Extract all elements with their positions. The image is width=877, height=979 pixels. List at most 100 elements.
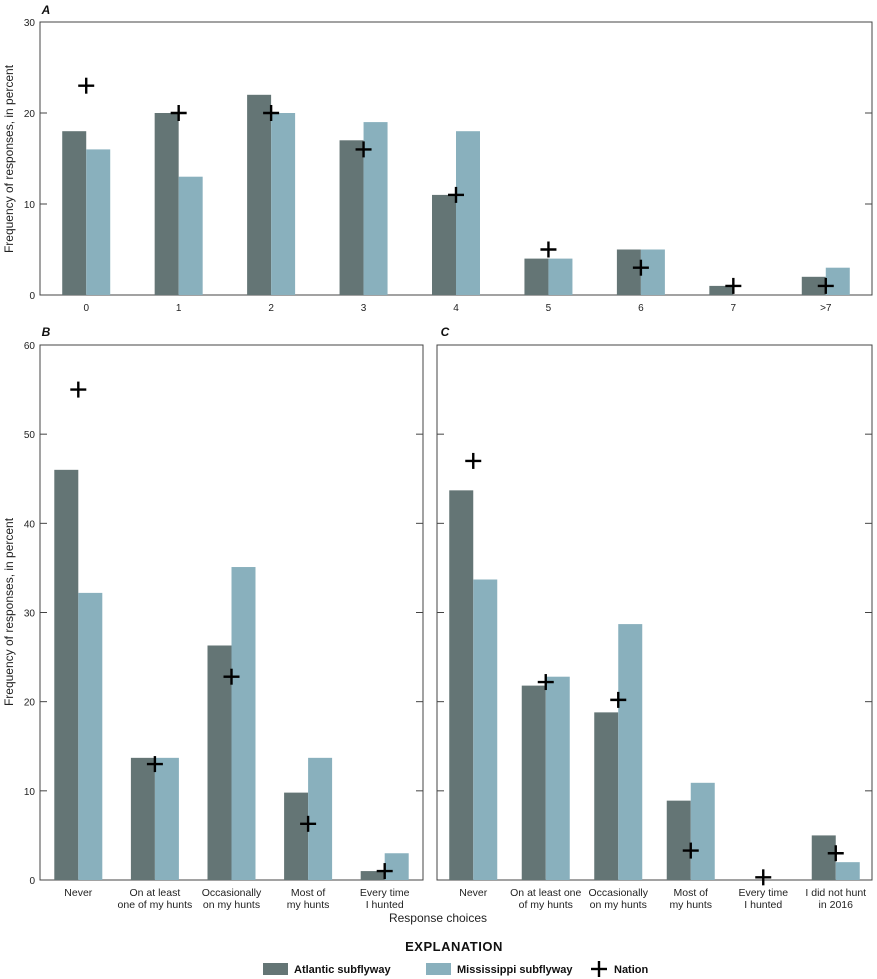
y-tick-label: 30: [24, 18, 36, 29]
bar-atlantic: [801, 276, 826, 295]
bar-atlantic: [449, 490, 474, 880]
y-tick-label: 0: [29, 876, 35, 887]
y-tick-label: 40: [24, 519, 36, 530]
bar-atlantic: [616, 249, 641, 295]
bar-mississippi: [78, 592, 103, 880]
x-tick-label: 7: [731, 303, 737, 314]
bar-mississippi: [456, 131, 480, 295]
bar-mississippi: [545, 676, 570, 880]
x-tick-label: one of my hunts: [118, 899, 193, 911]
marker-nation: [755, 869, 772, 886]
marker-nation: [632, 259, 649, 276]
bar-atlantic: [811, 835, 836, 880]
marker-nation: [376, 863, 393, 880]
bar-atlantic: [339, 140, 364, 295]
marker-nation: [70, 381, 87, 398]
y-tick-label: 20: [24, 109, 36, 120]
x-tick-label: Every time: [738, 887, 788, 899]
bar-mississippi: [618, 624, 643, 880]
x-tick-label: On at least one: [510, 887, 581, 899]
marker-nation: [540, 241, 557, 258]
bar-mississippi: [835, 862, 860, 880]
bar-mississippi: [308, 757, 333, 880]
marker-nation: [170, 105, 187, 121]
marker-nation: [465, 452, 482, 469]
x-tick-label: >7: [820, 303, 832, 314]
x-tick-label: my hunts: [287, 899, 330, 911]
y-tick-label: 10: [24, 200, 36, 211]
x-tick-label: 0: [83, 303, 89, 314]
x-tick-label: Every time: [360, 887, 410, 899]
bar-atlantic: [360, 871, 385, 880]
marker-nation: [817, 277, 834, 294]
x-tick-label: Most of: [291, 887, 326, 899]
bar-mississippi: [154, 757, 179, 880]
panel-label-c: C: [441, 325, 450, 339]
bar-atlantic: [247, 94, 272, 295]
x-tick-label: on my hunts: [203, 899, 260, 911]
bar-atlantic: [207, 645, 232, 880]
x-tick-label: 4: [453, 303, 459, 314]
x-tick-label: of my hunts: [519, 899, 573, 911]
legend: EXPLANATION Atlantic subflyway Mississip…: [263, 939, 649, 977]
legend-nation-marker: [591, 961, 607, 977]
bar-atlantic: [594, 712, 619, 880]
x-tick-label: Most of: [674, 887, 709, 899]
x-tick-label: I hunted: [744, 899, 782, 911]
x-tick-label: on my hunts: [590, 899, 647, 911]
bar-atlantic: [54, 469, 79, 880]
bar-mississippi: [231, 567, 256, 880]
bar-atlantic: [62, 131, 87, 295]
legend-mississippi-label: Mississippi subflyway: [457, 964, 573, 976]
x-tick-label: 6: [638, 303, 644, 314]
x-tick-label: 5: [546, 303, 552, 314]
bar-mississippi: [548, 258, 573, 295]
bar-mississippi: [640, 249, 665, 295]
bar-mississippi: [363, 122, 388, 295]
x-tick-label: 2: [268, 303, 274, 314]
x-tick-label: On at least: [130, 887, 181, 899]
legend-title: EXPLANATION: [405, 939, 503, 954]
bar-mississippi: [473, 579, 498, 880]
legend-nation-label: Nation: [614, 964, 649, 976]
x-tick-label: I hunted: [366, 899, 404, 911]
marker-nation: [223, 668, 240, 685]
marker-nation: [78, 77, 95, 94]
bar-mississippi: [178, 176, 203, 295]
x-tick-label: 3: [361, 303, 367, 314]
x-tick-label: I did not hunt: [805, 887, 866, 899]
y-tick-label: 60: [24, 341, 36, 352]
x-tick-label: Occasionally: [202, 887, 262, 899]
bar-atlantic: [524, 258, 549, 295]
legend-atlantic-label: Atlantic subflyway: [294, 964, 391, 976]
y-tick-label: 50: [24, 430, 36, 441]
y-axis-title-b: Frequency of responses, in percent: [2, 517, 16, 706]
y-tick-label: 10: [24, 787, 36, 798]
bar-atlantic: [666, 800, 691, 880]
bar-atlantic: [154, 113, 179, 295]
marker-nation: [610, 691, 627, 708]
bar-mississippi: [384, 853, 409, 880]
marker-nation: [448, 186, 464, 203]
bar-mississippi: [690, 782, 715, 880]
x-axis-title: Response choices: [389, 911, 487, 925]
marker-nation: [263, 105, 280, 121]
marker-nation: [827, 845, 844, 862]
panel-label-a: A: [41, 3, 51, 17]
bar-atlantic: [284, 792, 309, 880]
panel-label-b: B: [42, 325, 51, 339]
marker-nation: [537, 674, 554, 691]
x-tick-label: Never: [459, 887, 488, 899]
bar-mississippi: [825, 267, 850, 295]
y-tick-label: 0: [29, 291, 35, 302]
legend-mississippi-swatch: [426, 963, 451, 975]
bar-atlantic: [521, 685, 546, 880]
x-tick-label: in 2016: [819, 899, 854, 911]
x-tick-label: my hunts: [669, 899, 712, 911]
y-tick-label: 30: [24, 609, 36, 620]
panel-a: 0 10 20 30 A 0 1 2 3 4 5 6 7 >7: [24, 3, 873, 314]
x-tick-label: Never: [64, 887, 93, 899]
